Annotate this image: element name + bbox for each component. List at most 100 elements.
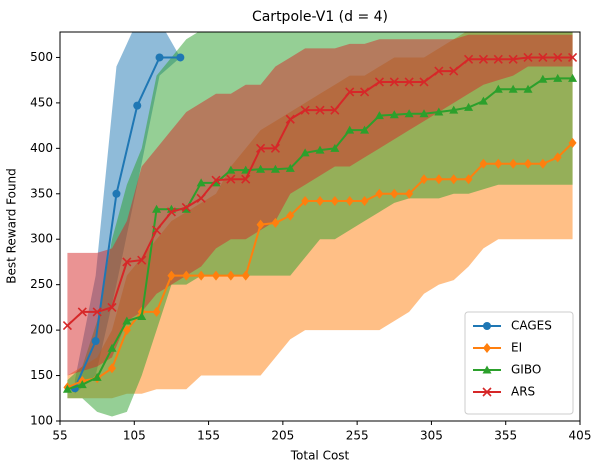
- marker: [62, 321, 72, 331]
- marker: [112, 189, 121, 198]
- marker: [553, 73, 563, 82]
- x-tick-label: 105: [123, 429, 146, 443]
- marker: [345, 87, 355, 97]
- marker: [508, 84, 518, 93]
- marker: [483, 343, 491, 353]
- marker: [479, 158, 488, 169]
- y-tick-label: 150: [30, 368, 53, 382]
- marker: [256, 143, 266, 153]
- marker: [483, 322, 491, 330]
- marker: [523, 52, 533, 63]
- plot-frame: [59, 31, 581, 422]
- y-tick-label: 250: [30, 277, 53, 291]
- marker: [271, 217, 280, 228]
- marker: [182, 270, 191, 281]
- marker: [197, 270, 206, 281]
- marker: [286, 210, 295, 221]
- marker: [176, 53, 185, 62]
- marker: [226, 165, 236, 174]
- x-tick-label: 205: [271, 429, 294, 443]
- marker: [449, 105, 459, 114]
- y-tick-label: 100: [30, 414, 53, 428]
- marker: [449, 174, 458, 185]
- marker: [152, 225, 162, 235]
- marker: [405, 188, 414, 199]
- marker: [538, 158, 547, 169]
- legend-box: [464, 311, 574, 415]
- marker: [538, 52, 548, 63]
- marker: [226, 270, 235, 281]
- marker: [241, 165, 251, 174]
- marker: [404, 109, 414, 118]
- marker: [181, 202, 191, 212]
- marker: [330, 105, 340, 115]
- marker: [360, 196, 369, 207]
- y-tick-label: 500: [30, 50, 53, 64]
- marker: [568, 52, 578, 63]
- marker: [167, 270, 176, 281]
- x-tick-label: 55: [52, 429, 67, 443]
- legend-label: EI: [511, 341, 522, 355]
- marker: [91, 337, 100, 346]
- marker: [133, 101, 142, 110]
- marker: [375, 188, 384, 199]
- x-tick-label: 155: [197, 429, 220, 443]
- marker: [196, 178, 206, 187]
- marker: [389, 110, 399, 119]
- marker: [524, 158, 532, 169]
- marker: [285, 114, 295, 124]
- marker: [434, 174, 443, 185]
- marker: [508, 54, 518, 64]
- x-tick-label: 405: [569, 429, 592, 443]
- marker: [211, 175, 221, 185]
- marker: [420, 174, 428, 185]
- x-tick-label: 305: [420, 429, 443, 443]
- marker: [345, 196, 354, 207]
- marker: [300, 105, 310, 115]
- marker: [108, 363, 116, 374]
- marker: [330, 143, 340, 152]
- marker: [62, 384, 72, 393]
- marker: [196, 193, 206, 203]
- marker: [92, 307, 102, 317]
- marker: [241, 174, 251, 184]
- marker: [389, 77, 399, 87]
- marker: [107, 343, 117, 352]
- marker: [315, 105, 325, 115]
- marker: [390, 188, 399, 199]
- marker: [330, 196, 339, 207]
- marker: [77, 307, 87, 317]
- marker: [107, 302, 117, 312]
- marker: [478, 96, 488, 105]
- marker: [419, 77, 429, 87]
- y-axis-label: Best Reward Found: [5, 168, 19, 284]
- marker: [464, 102, 474, 111]
- marker: [315, 145, 325, 154]
- marker: [478, 54, 488, 64]
- y-tick-label: 450: [30, 95, 53, 109]
- marker: [122, 257, 132, 267]
- axes: 55 105 155 205 255 305 355 405 100 150 200 250 300 35…: [30, 50, 591, 443]
- marker: [122, 325, 131, 336]
- marker: [493, 84, 503, 93]
- marker: [152, 204, 162, 213]
- marker: [464, 174, 473, 185]
- marker: [155, 53, 164, 62]
- marker: [568, 137, 577, 148]
- legend-label: ARS: [511, 385, 535, 399]
- marker: [137, 255, 147, 265]
- x-axis-label: Total Cost: [290, 449, 350, 463]
- marker: [419, 109, 429, 118]
- marker: [77, 380, 87, 389]
- marker: [166, 207, 176, 217]
- marker: [270, 164, 280, 173]
- marker: [137, 311, 147, 320]
- chart-title: Cartpole-V1 (d = 4): [252, 9, 388, 25]
- marker: [404, 77, 414, 87]
- marker: [494, 158, 503, 169]
- marker: [345, 125, 355, 134]
- marker: [568, 73, 578, 82]
- legend-label: GIBO: [511, 363, 541, 377]
